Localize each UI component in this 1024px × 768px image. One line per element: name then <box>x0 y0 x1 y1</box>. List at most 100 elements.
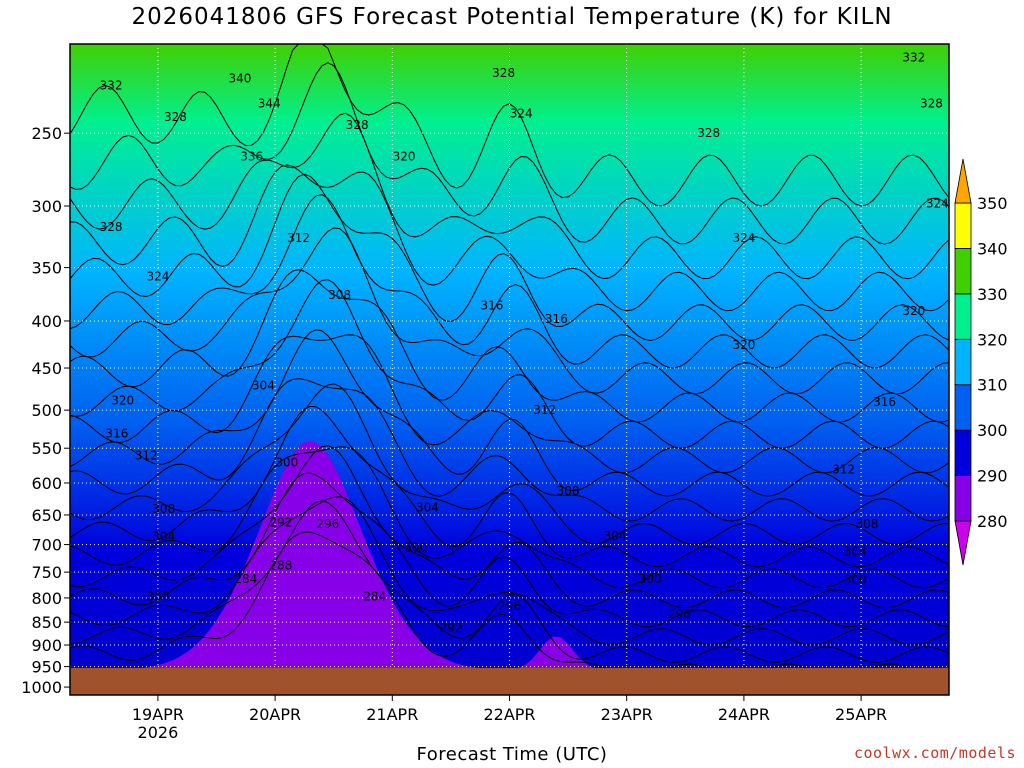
contour-label: 328 <box>164 110 187 124</box>
isentrope-line <box>70 279 949 449</box>
y-tick-label: 250 <box>31 124 62 143</box>
isentrope-line <box>70 500 949 663</box>
colorbar-level-label: 340 <box>977 239 1008 258</box>
y-tick-label: 950 <box>31 658 62 677</box>
contour-label: 288 <box>270 559 293 573</box>
colorbar-level-label: 330 <box>977 285 1008 304</box>
cold-air-dome <box>70 441 949 695</box>
contour-label: 300 <box>146 589 169 603</box>
contour-label: 328 <box>100 220 123 234</box>
contour-label: 308 <box>328 288 351 302</box>
contour-label: 304 <box>416 501 439 515</box>
contour-label: 316 <box>105 426 128 440</box>
colorbar-level-label: 350 <box>977 194 1008 213</box>
isentrope-line <box>70 446 949 589</box>
y-tick-label: 800 <box>31 589 62 608</box>
site-credit[interactable]: coolwx.com/models <box>853 744 1016 762</box>
y-tick-label: 500 <box>31 401 62 420</box>
x-tick-label: 24APR <box>718 705 770 724</box>
contour-label: 300 <box>639 572 662 586</box>
colorbar: 280 290 300 310 320 330 340 350 <box>954 158 1008 566</box>
contour-label: 320 <box>393 149 416 163</box>
x-tick-sublabel: 2026 <box>138 723 179 742</box>
colorbar-swatch <box>954 429 972 476</box>
chart-title: 2026041806 GFS Forecast Potential Temper… <box>131 4 893 30</box>
y-tick-label: 350 <box>31 259 62 278</box>
colorbar-swatch <box>954 293 972 340</box>
contour-label: 300 <box>275 455 298 469</box>
contour-label: 312 <box>533 403 556 417</box>
isentrope-line <box>70 44 949 207</box>
contour-label: 304 <box>252 378 275 392</box>
contour-label: 312 <box>135 448 158 462</box>
colorbar-max-arrow <box>954 158 972 204</box>
x-tick-label: 21APR <box>366 705 418 724</box>
contour-label: 292 <box>439 621 462 635</box>
contour-label: 308 <box>856 517 879 531</box>
contour-label: 296 <box>316 517 339 531</box>
y-tick-label: 600 <box>31 474 62 493</box>
colorbar-swatch <box>954 475 972 522</box>
contour-label: 320 <box>732 338 755 352</box>
y-tick-label: 1000 <box>21 678 62 697</box>
contour-label: 332 <box>902 51 925 65</box>
colorbar-level-label: 290 <box>977 467 1008 486</box>
contour-label: 324 <box>926 196 949 210</box>
isentrope-line <box>70 472 949 628</box>
y-tick-label: 900 <box>31 636 62 655</box>
y-axis: 250 300 350 400 450 500 550 600 650 700 750 800 850 9… <box>21 124 70 697</box>
contour-label: 292 <box>270 515 293 529</box>
y-tick-label: 750 <box>31 563 62 582</box>
contour-label: 328 <box>920 96 943 110</box>
contour-label: 304 <box>844 544 867 558</box>
x-tick-label: 23APR <box>601 705 653 724</box>
y-tick-label: 300 <box>31 197 62 216</box>
isentrope-line <box>70 194 949 369</box>
contour-label: 316 <box>545 312 568 326</box>
y-tick-label: 550 <box>31 439 62 458</box>
contour-label: 308 <box>557 484 580 498</box>
contour-label: 344 <box>258 96 281 110</box>
isentrope-line <box>70 269 949 423</box>
y-tick-label: 700 <box>31 536 62 555</box>
plot-area: 332 328 340 344 336 328 320 328 324 328 332 328 328 3… <box>70 44 949 695</box>
contour-label: 296 <box>498 599 521 613</box>
y-tick-label: 450 <box>31 359 62 378</box>
x-tick-label: 19APR <box>132 705 184 724</box>
contour-label: 284 <box>363 589 386 603</box>
isentrope-line <box>70 334 949 474</box>
contour-label: 328 <box>346 118 369 132</box>
contour-label: 316 <box>873 395 896 409</box>
colorbar-level-label: 300 <box>977 421 1008 440</box>
colorbar-swatch <box>954 384 972 431</box>
colorbar-level-label: 320 <box>977 330 1008 349</box>
colorbar-level-label: 280 <box>977 512 1008 531</box>
x-tick-label: 25APR <box>835 705 887 724</box>
colorbar-min-arrow <box>954 520 972 566</box>
contour-label: 304 <box>152 529 175 543</box>
ground-surface <box>70 668 949 695</box>
x-tick-label: 20APR <box>249 705 301 724</box>
contour-label: 284 <box>234 572 257 586</box>
y-tick-label: 400 <box>31 312 62 331</box>
colorbar-swatch <box>954 248 972 295</box>
contour-label: 320 <box>111 393 134 407</box>
contour-label: 296 <box>668 607 691 621</box>
contour-label: 312 <box>287 231 310 245</box>
colorbar-swatch <box>954 338 972 386</box>
contour-label: 300 <box>404 540 427 554</box>
x-tick-label: 22APR <box>483 705 535 724</box>
contour-label: 332 <box>100 79 123 93</box>
contour-label: 336 <box>240 149 263 163</box>
contour-label: 308 <box>152 502 175 516</box>
x-axis-label: Forecast Time (UTC) <box>416 744 608 765</box>
contour-label: 340 <box>228 71 251 85</box>
contour-label: 328 <box>697 126 720 140</box>
isentrope-line <box>70 227 949 395</box>
contour-label: 304 <box>604 529 627 543</box>
contour-label: 312 <box>832 462 855 476</box>
colorbar-swatch <box>954 202 972 249</box>
isentrope-line <box>70 112 949 280</box>
